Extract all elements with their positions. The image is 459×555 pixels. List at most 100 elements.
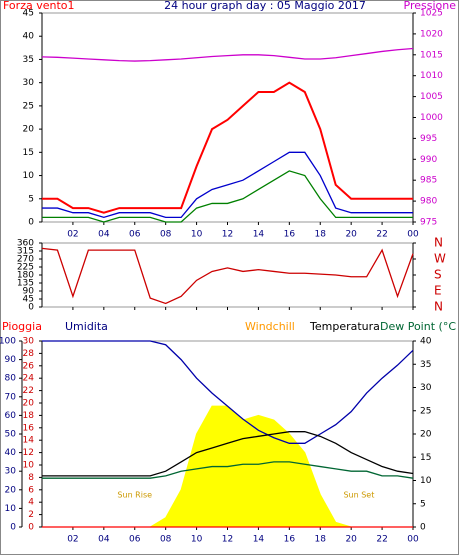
annotation: Sun Rise — [117, 491, 152, 500]
axis-label: Temperatura — [309, 320, 380, 333]
x-tick-label: 04 — [98, 535, 110, 545]
y-tick-label: 80 — [5, 374, 17, 384]
x-tick-label: 00 — [407, 535, 419, 545]
y-tick-label: 100 — [0, 337, 16, 347]
y-tick-label: 0 — [28, 218, 34, 228]
y-tick-label: 360 — [17, 239, 34, 249]
y-tick-label: 45 — [23, 295, 34, 305]
line — [42, 170, 413, 223]
y-tick-label: 4 — [28, 498, 34, 508]
x-tick-label: 06 — [129, 535, 141, 545]
y-tick-label: 40 — [23, 32, 35, 42]
y-tick-label: 10 — [5, 504, 17, 514]
y-tick-label: W — [434, 252, 446, 266]
y-tick-label: 5 — [420, 499, 426, 509]
y-tick-label: 995 — [420, 134, 437, 144]
y-tick-label: 2 — [28, 510, 34, 520]
line — [42, 81, 413, 214]
line — [42, 340, 414, 444]
y-tick-label: 0 — [28, 523, 34, 533]
y-tick-label: 16 — [23, 423, 35, 433]
y-tick-label: 30 — [23, 337, 35, 347]
y-tick-label: 270 — [17, 255, 34, 265]
y-tick-label: 315 — [17, 247, 34, 257]
y-tick-label: 0 — [420, 523, 426, 533]
y-tick-label: 10 — [23, 171, 35, 181]
line — [41, 47, 414, 62]
axis-label: Pioggia — [2, 320, 42, 333]
x-tick-label: 10 — [191, 230, 203, 240]
y-tick-label: N — [434, 236, 443, 250]
x-tick-label: 04 — [98, 230, 110, 240]
x-tick-label: 02 — [67, 535, 78, 545]
x-tick-label: 22 — [376, 230, 387, 240]
y-tick-label: 26 — [23, 361, 35, 371]
y-tick-label: 1000 — [420, 113, 443, 123]
axis-label: Dew Point (°C — [380, 320, 456, 333]
x-tick-label: 14 — [253, 230, 265, 240]
y-tick-label: 20 — [23, 399, 35, 409]
line — [42, 431, 414, 477]
axis-label: Windchill — [245, 320, 295, 333]
y-tick-label: 1010 — [420, 71, 443, 81]
x-tick-label: 16 — [284, 535, 296, 545]
x-tick-label: 18 — [315, 535, 327, 545]
y-tick-label: 45 — [23, 9, 34, 19]
y-tick-label: 18 — [23, 411, 35, 421]
y-tick-label: N — [434, 300, 443, 314]
y-tick-label: 90 — [23, 287, 35, 297]
y-tick-label: 30 — [5, 467, 17, 477]
y-tick-label: 35 — [23, 55, 34, 65]
x-tick-label: 16 — [284, 230, 296, 240]
y-tick-label: 135 — [17, 279, 34, 289]
y-tick-label: 180 — [17, 271, 34, 281]
y-tick-label: 28 — [23, 349, 35, 359]
y-tick-label: 60 — [5, 411, 17, 421]
y-tick-label: 5 — [28, 194, 34, 204]
y-tick-label: 1015 — [420, 50, 443, 60]
y-tick-label: 1005 — [420, 92, 443, 102]
y-tick-label: 40 — [5, 448, 17, 458]
y-tick-label: 14 — [23, 436, 35, 446]
x-tick-label: 06 — [129, 230, 141, 240]
x-tick-label: 00 — [407, 230, 419, 240]
y-tick-label: 0 — [10, 523, 16, 533]
x-tick-label: 20 — [345, 230, 357, 240]
y-tick-label: 25 — [23, 101, 34, 111]
annotation: Sun Set — [343, 491, 374, 500]
y-tick-label: 35 — [420, 360, 431, 370]
line — [41, 247, 414, 305]
x-tick-label: 18 — [315, 230, 327, 240]
y-tick-label: 24 — [23, 374, 35, 384]
y-tick-label: 20 — [420, 430, 432, 440]
y-tick-label: 25 — [420, 406, 431, 416]
y-tick-label: 6 — [28, 485, 34, 495]
y-tick-label: 70 — [5, 392, 17, 402]
y-tick-label: 12 — [23, 448, 34, 458]
y-tick-label: 50 — [5, 430, 17, 440]
x-tick-label: 08 — [160, 230, 172, 240]
x-tick-label: 02 — [67, 230, 78, 240]
y-tick-label: 985 — [420, 176, 437, 186]
x-tick-label: 20 — [345, 535, 357, 545]
y-tick-label: 10 — [23, 461, 35, 471]
chart-title: 24 hour graph day : 05 Maggio 2017 — [164, 0, 366, 12]
x-tick-label: 08 — [160, 535, 172, 545]
y-tick-label: S — [434, 268, 442, 282]
axis-label: Pressione — [404, 0, 457, 12]
x-tick-label: 10 — [191, 535, 203, 545]
y-tick-label: 10 — [420, 476, 432, 486]
y-tick-label: 1020 — [420, 29, 443, 39]
y-tick-label: 1025 — [420, 9, 443, 19]
y-tick-label: 980 — [420, 197, 437, 207]
y-tick-label: 20 — [23, 125, 35, 135]
y-tick-label: 990 — [420, 155, 437, 165]
y-tick-label: 90 — [5, 355, 17, 365]
y-tick-label: 30 — [420, 383, 432, 393]
axis-label: Umidita — [65, 320, 108, 333]
y-tick-label: 8 — [28, 473, 34, 483]
line — [42, 461, 414, 479]
y-tick-label: 15 — [420, 453, 431, 463]
y-tick-label: 20 — [5, 485, 17, 495]
